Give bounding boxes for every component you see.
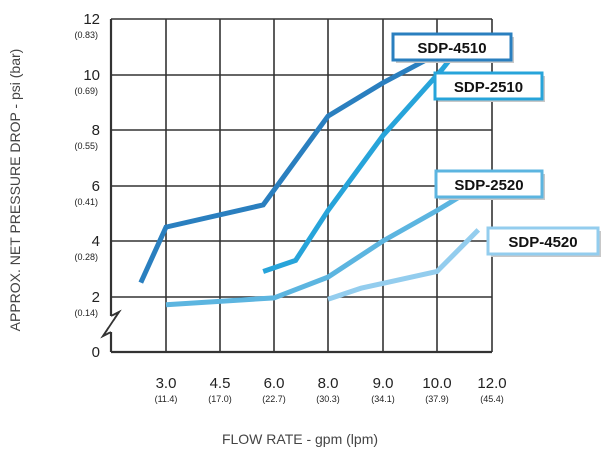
x-tick-sublabel: (11.4) [155,394,178,404]
x-tick-sublabel: (34.1) [371,394,395,404]
x-tick-label: 6.0 [264,375,285,392]
x-tick-sublabel: (22.7) [262,394,286,404]
legend-label-sdp-4510: SDP-4510 [417,40,486,57]
y-axis-ticks: 0 2 (0.14) 4 (0.28) 6 (0.41) 8 (0.55) 10 (0.69) 12 (… [74,11,100,361]
series-line-sdp-2510 [262,39,467,274]
chart-grid [100,18,493,354]
legend-label-sdp-2520: SDP-2520 [454,177,523,194]
x-axis-ticks: 3.0 (11.4) 4.5 (17.0) 6.0 (22.7) 8.0 (30.3) 9.0 (… [155,375,507,404]
series-layer [138,39,481,308]
x-tick-label: 3.0 [156,375,177,392]
x-tick-label: 12.0 [477,375,506,392]
y-tick-sublabel: (0.28) [74,252,98,262]
x-axis-label: FLOW RATE - gpm (lpm) [222,431,378,447]
legend-box-sdp-4510 [391,32,513,62]
x-tick-label: 8.0 [318,375,339,392]
legend-label-sdp-2510: SDP-2510 [454,79,523,96]
axis-break-zigzag [100,309,122,339]
y-tick-label: 12 [83,11,100,28]
legend-label-sdp-4520: SDP-4520 [508,234,577,251]
y-tick-sublabel: (0.83) [74,30,98,40]
series-line-sdp-4520 [327,228,481,302]
legend-box-sdp-2510 [433,71,544,101]
x-tick-label: 10.0 [422,375,451,392]
y-tick-sublabel: (0.14) [74,308,98,318]
y-tick-label: 10 [83,67,100,84]
y-tick-label: 0 [92,344,100,361]
x-tick-sublabel: (37.9) [425,394,449,404]
x-tick-label: 4.5 [210,375,231,392]
y-axis-label: APPROX. NET PRESSURE DROP - psi (bar) [7,49,23,332]
x-tick-sublabel: (17.0) [208,394,232,404]
y-tick-label: 6 [92,178,100,195]
y-tick-sublabel: (0.41) [74,197,98,207]
legend-layer: SDP-4510 SDP-2510 SDP-2520 SDP-4520 [391,32,601,257]
x-tick-label: 9.0 [373,375,394,392]
y-tick-label: 4 [92,233,100,250]
legend-box-sdp-4520 [486,226,600,256]
x-tick-sublabel: (45.4) [480,394,504,404]
y-tick-sublabel: (0.69) [74,86,98,96]
y-tick-label: 2 [92,289,100,306]
series-line-sdp-4510 [138,44,452,284]
y-tick-label: 8 [92,122,100,139]
y-tick-sublabel: (0.55) [74,141,98,151]
series-line-sdp-2520 [165,183,480,308]
x-tick-sublabel: (30.3) [316,394,340,404]
legend-box-sdp-2520 [434,169,544,199]
